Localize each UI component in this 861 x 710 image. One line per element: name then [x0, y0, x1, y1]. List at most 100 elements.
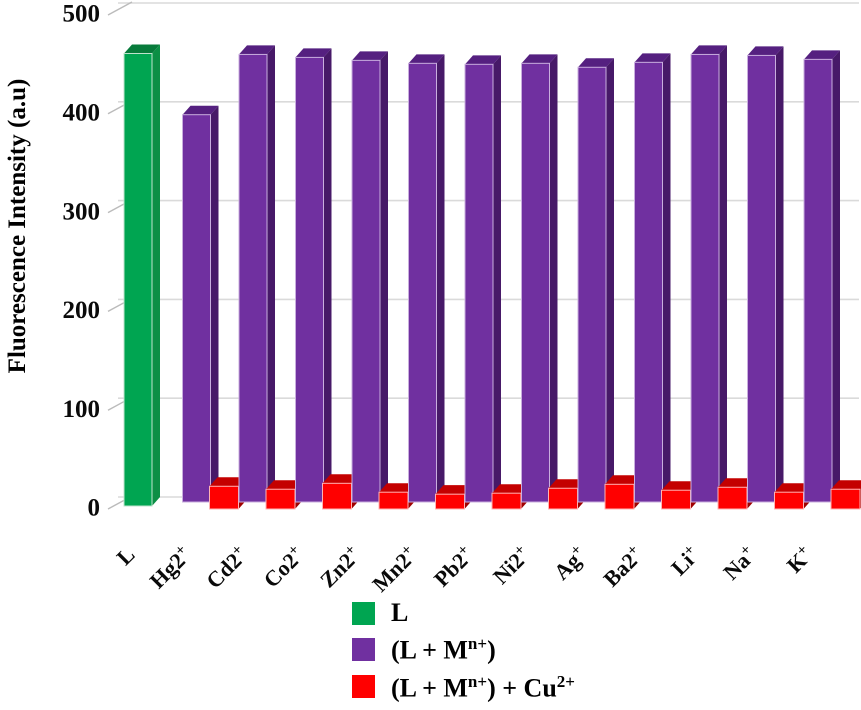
legend-item-1: (L + Mn+)	[352, 635, 575, 664]
bar-top-face-Ag+	[605, 475, 642, 485]
bar-side-face-Na+	[775, 46, 784, 502]
y-tick-label-300: 300	[63, 198, 101, 225]
bar-side-face-Li+	[719, 45, 727, 502]
bar-(L + Mn+)-Ag+	[577, 66, 607, 503]
legend-swatch	[352, 601, 375, 625]
bar-top-face-Zn2+	[352, 51, 388, 61]
x-tick-label-Li+: Li+	[666, 542, 704, 580]
bar-(L + Mn+) + Cu2+-Zn2+	[378, 491, 409, 510]
legend-item-2: (L + Mn+) + Cu2+	[352, 673, 575, 702]
bar-top-face-Zn2+	[379, 483, 416, 493]
bar-top-face-Cd2+	[266, 480, 303, 490]
x-tick-label-Pb2+: Pb2+	[429, 542, 473, 592]
x-tick-label-Co2+: Co2+	[259, 542, 310, 593]
bar-side-face-Hg2+	[210, 105, 219, 502]
bar-(L + Mn+)-Hg2+	[182, 114, 211, 503]
x-tick-label-Cd2+: Cd2+	[201, 542, 252, 593]
y-tick-label-400: 400	[63, 100, 101, 127]
x-tick-label-Ag+: Ag+	[549, 542, 592, 585]
bar-(L + Mn+) + Cu2+-K+	[830, 488, 861, 510]
bar-side-face-Pb2+	[493, 55, 501, 502]
bar-(L + Mn+)-Mn2+	[408, 62, 437, 503]
bar-top-face-K+	[831, 480, 861, 490]
x-tick-label-Mn2+: Mn2+	[367, 542, 422, 597]
svg-text:Mn2+: Mn2+	[367, 542, 422, 597]
bar-(L + Mn+)-Na+	[747, 54, 776, 503]
bar-top-face-Ag+	[578, 58, 614, 68]
bar-side-face-L	[152, 44, 160, 506]
bar-top-face-Co2+	[295, 48, 332, 58]
svg-text:Co2+: Co2+	[259, 542, 310, 593]
y-tick-label-200: 200	[63, 297, 101, 324]
chart-legend: L (L + Mn+) (L + Mn+) + Cu2+	[352, 600, 575, 701]
bar-side-face-K+	[832, 50, 840, 502]
svg-text:K+: K+	[782, 542, 818, 578]
x-tick-label-Ba2+: Ba2+	[598, 542, 648, 592]
bar-side-face-Cd2+	[267, 45, 275, 502]
svg-text:L: L	[111, 542, 139, 570]
bar-(L + Mn+) + Cu2+-Cd2+	[265, 488, 296, 510]
bar-side-face-Mn2+	[436, 54, 445, 502]
legend-swatch	[352, 637, 375, 661]
bar-(L + Mn+)-K+	[803, 58, 833, 503]
bar-side-face-Ba2+	[662, 53, 671, 503]
x-tick-label-Hg2+: Hg2+	[145, 542, 196, 593]
bar-(L + Mn+)-Zn2+	[351, 59, 381, 503]
x-tick-label-K+: K+	[782, 542, 818, 578]
bar-top-face-Na+	[774, 483, 812, 493]
bar-side-face-Ag+	[606, 58, 614, 502]
bar-top-face-Ni2+	[521, 54, 558, 64]
bar-(L + Mn+) + Cu2+-Mn2+	[435, 493, 465, 510]
y-tick-label-0: 0	[88, 495, 101, 522]
svg-text:Ba2+: Ba2+	[598, 542, 648, 592]
svg-text:Hg2+: Hg2+	[145, 542, 196, 593]
bar-(L + Mn+)-Ni2+	[521, 62, 550, 503]
svg-text:Ag+: Ag+	[549, 542, 592, 585]
legend-swatch	[352, 675, 375, 699]
bar-top-face-Hg2+	[209, 477, 247, 487]
bar-(L + Mn+) + Cu2+-Co2+	[322, 482, 352, 510]
x-tick-label-L: L	[111, 542, 139, 570]
svg-text:Na+: Na+	[718, 542, 761, 585]
bar-top-face-Mn2+	[435, 485, 473, 495]
bar-(L + Mn+)-Cd2+	[238, 53, 268, 503]
bar-side-face-Co2+	[323, 48, 332, 503]
svg-text:Zn2+: Zn2+	[315, 542, 366, 593]
bar-top-face-Co2+	[322, 474, 360, 484]
bar-top-face-Hg2+	[182, 105, 219, 115]
bar-(L + Mn+)-Li+	[690, 53, 720, 503]
y-tick-label-100: 100	[63, 396, 101, 423]
bar-side-face-Ni2+	[549, 54, 558, 502]
bar-top-face-Mn2+	[408, 54, 445, 64]
bar-(L + Mn+) + Cu2+-Hg2+	[209, 485, 239, 510]
svg-text:Cd2+: Cd2+	[201, 542, 252, 593]
svg-text:Li+: Li+	[666, 542, 704, 580]
bar-(L + Mn+)-Co2+	[295, 56, 324, 503]
bar-top-face-Na+	[747, 46, 784, 56]
x-tick-label-Ni2+: Ni2+	[488, 542, 529, 589]
bar-top-face-K+	[804, 50, 840, 60]
bar-top-face-Li+	[691, 45, 727, 55]
bar-top-face-Ba2+	[661, 481, 699, 491]
bar-side-face-Zn2+	[380, 51, 388, 502]
bar-top-face-Cd2+	[239, 45, 275, 55]
bar-top-face-L	[124, 44, 160, 54]
bar-(L + Mn+) + Cu2+-Ag+	[604, 483, 635, 510]
y-axis-title: Fluorescence Intensity (a.u)	[4, 78, 31, 374]
bar-top-face-Pb2+	[492, 484, 529, 494]
x-tick-label-Zn2+: Zn2+	[315, 542, 366, 593]
x-tick-label-Na+: Na+	[718, 542, 761, 585]
bar-top-face-Li+	[718, 478, 755, 488]
bar-(L + Mn+)-Pb2+	[464, 63, 494, 503]
bar-top-face-Ba2+	[634, 53, 671, 63]
legend-item-0: L	[352, 600, 575, 626]
bar-(L + Mn+) + Cu2+-Na+	[774, 491, 804, 510]
bar-(L + Mn+) + Cu2+-Ni2+	[548, 487, 578, 510]
legend-label: (L + Mn+)	[391, 634, 496, 665]
bar-(L + Mn+) + Cu2+-Pb2+	[491, 492, 522, 510]
legend-label: L	[391, 598, 409, 627]
bar-(L + Mn+)-Ba2+	[634, 61, 663, 503]
bar-top-face-Ni2+	[548, 479, 586, 489]
